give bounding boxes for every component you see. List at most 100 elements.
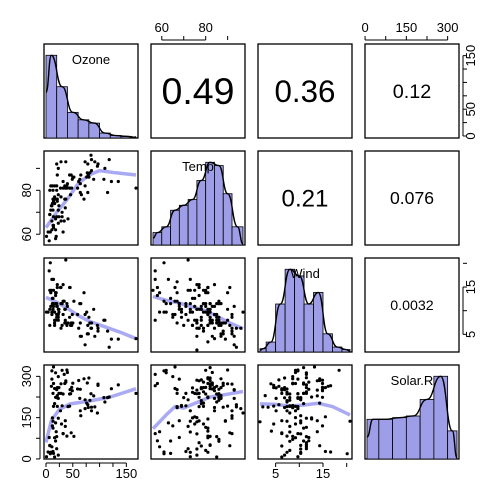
scatter-point (54, 237, 58, 241)
scatter-point (206, 429, 210, 433)
scatter-point (56, 453, 60, 457)
correlation-value: 0.076 (390, 188, 434, 208)
scatter-point (206, 310, 210, 314)
scatter-point (78, 321, 82, 325)
scatter-point (171, 424, 175, 428)
panel-Ozone-Wind (257, 43, 353, 139)
scatter-point (217, 299, 221, 303)
scatter-point (190, 323, 195, 327)
scatter-point (51, 451, 56, 455)
scatter-point (63, 424, 67, 428)
scatter-point (199, 307, 203, 311)
scatter-point (188, 302, 192, 306)
scatter-point (47, 239, 51, 243)
scatter-point (86, 190, 90, 195)
scatter-point (193, 288, 197, 292)
scatter-point (315, 388, 319, 392)
scatter-point (173, 285, 177, 290)
scatter-point (162, 450, 166, 454)
scatter-point (208, 318, 212, 322)
scatter-point (95, 323, 99, 327)
scatter-point (53, 184, 57, 188)
scatter-point (54, 439, 58, 443)
scatter-point (69, 173, 73, 177)
scatter-point (65, 434, 69, 438)
scatter-point (219, 332, 223, 336)
scatter-point (102, 177, 106, 181)
scatter-point (55, 188, 59, 192)
scatter-point (51, 226, 56, 230)
scatter-point (320, 385, 325, 389)
scatter-point (304, 383, 308, 387)
scatter-point (55, 386, 59, 390)
scatter-point (315, 379, 319, 383)
scatter-point (219, 396, 223, 400)
scatter-point (226, 404, 230, 408)
scatter-point (78, 396, 82, 400)
scatter-point (88, 398, 92, 402)
scatter-point (55, 173, 59, 177)
scatter-point (210, 370, 214, 375)
scatter-point (326, 384, 330, 388)
scatter-point (179, 315, 184, 319)
correlation-value: 0.12 (393, 81, 432, 103)
scatter-point (296, 377, 300, 381)
scatter-point (63, 307, 67, 311)
scatter-point (204, 368, 208, 372)
histogram-bar (178, 204, 189, 246)
scatter-point (277, 378, 281, 382)
scatter-point (55, 315, 59, 319)
panel-Temp-Wind (257, 150, 353, 246)
scatter-point (208, 302, 212, 306)
scatter-point (65, 182, 69, 186)
scatter-point (296, 455, 300, 459)
scatter-point (228, 444, 232, 448)
scatter-point (206, 307, 210, 311)
scatter-point (195, 283, 199, 287)
scatter-point (193, 415, 197, 419)
tick-label: 50 (463, 102, 478, 116)
scatter-point (212, 312, 217, 317)
scatter-point (166, 421, 170, 425)
scatter-point (63, 381, 67, 386)
scatter-point (59, 382, 63, 386)
scatter-point (230, 414, 234, 418)
scatter-point (63, 186, 67, 190)
scatter-point (283, 396, 287, 400)
scatter-point (293, 368, 298, 372)
scatter-point (304, 443, 308, 447)
scatter-point (175, 299, 179, 303)
scatter-point (51, 365, 56, 369)
scatter-point (296, 392, 300, 396)
panel-SolarR-Ozone (43, 364, 139, 460)
scatter-point (230, 332, 234, 336)
scatter-point (197, 285, 201, 290)
scatter-point (46, 310, 50, 314)
scatter-point (199, 402, 203, 406)
scatter-point (175, 291, 179, 295)
scatter-point (274, 386, 278, 390)
scatter-point (109, 179, 113, 184)
scatter-point (55, 285, 59, 290)
scatter-point (221, 329, 225, 333)
scatter-point (217, 437, 221, 441)
scatter-point (175, 321, 179, 325)
histogram-bar (419, 399, 435, 460)
scatter-point (69, 392, 73, 396)
scatter-point (302, 366, 306, 370)
scatter-point (48, 261, 52, 265)
scatter-point (47, 269, 51, 273)
scatter-point (312, 365, 317, 369)
scatter-point (288, 392, 292, 396)
scatter-point (195, 348, 199, 352)
scatter-point (280, 444, 284, 448)
variable-label: Temp (182, 159, 214, 174)
scatter-point (307, 435, 311, 440)
scatter-point (173, 365, 177, 369)
scatter-point (89, 326, 94, 330)
scatter-point (195, 321, 199, 325)
scatter-point (299, 414, 303, 418)
scatter-point (61, 179, 65, 184)
scatter-point (79, 334, 83, 338)
scatter-point (51, 188, 55, 192)
